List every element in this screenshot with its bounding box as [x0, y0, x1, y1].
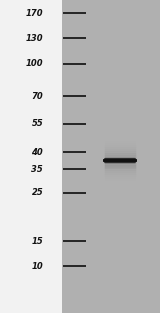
Text: 100: 100: [26, 59, 43, 68]
Text: 10: 10: [32, 262, 43, 270]
Text: 25: 25: [32, 188, 43, 197]
Text: 55: 55: [32, 119, 43, 128]
Text: 70: 70: [32, 92, 43, 100]
Text: 35: 35: [32, 165, 43, 173]
Text: 170: 170: [26, 9, 43, 18]
Bar: [62, 0, 160, 313]
Text: 130: 130: [26, 34, 43, 43]
Text: 15: 15: [32, 237, 43, 245]
Text: 40: 40: [32, 148, 43, 157]
Bar: [0, 0, 62, 313]
